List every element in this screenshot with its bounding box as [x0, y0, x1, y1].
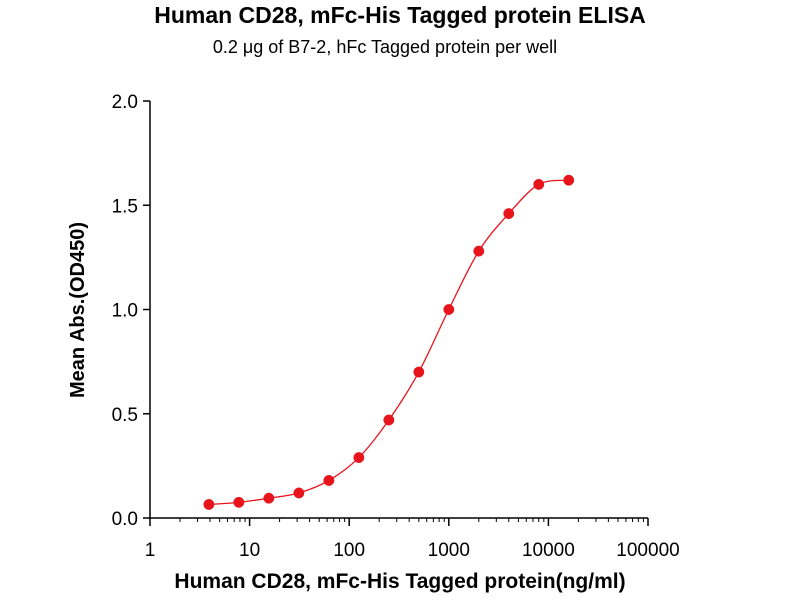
y-tick-label: 1.0	[112, 301, 138, 322]
data-point	[203, 498, 215, 510]
data-point	[503, 208, 515, 220]
data-point	[293, 487, 305, 499]
x-tick-label: 10	[239, 540, 260, 561]
y-tick-label: 0.0	[112, 509, 138, 530]
data-point	[563, 174, 575, 186]
y-tick-label: 2.0	[112, 92, 138, 113]
data-point	[473, 245, 485, 257]
data-point	[413, 366, 425, 378]
data-points	[203, 174, 575, 510]
y-tick-label: 1.5	[112, 196, 138, 217]
x-tick-label: 1000	[428, 540, 470, 561]
data-point	[443, 304, 455, 315]
data-point	[233, 496, 245, 508]
chart-subtitle: 0.2 μg of B7-2, hFc Tagged protein per w…	[212, 37, 558, 57]
y-axis-label: Mean Abs.(OD450)	[67, 222, 89, 398]
fit-curve	[208, 179, 569, 506]
y-ticks: 0.0 0.5 1.0 1.5 2.0	[112, 92, 150, 530]
data-point	[383, 414, 395, 426]
data-point	[533, 178, 545, 190]
x-tick-label: 100000	[616, 540, 679, 561]
x-axis-label: Human CD28, mFc-His Tagged protein(ng/ml…	[174, 570, 626, 593]
x-tick-label: 10000	[522, 540, 575, 561]
x-ticks: 1 10 100 1000 10000 100000	[145, 518, 680, 561]
y-tick-label: 0.5	[112, 405, 138, 426]
data-point	[353, 452, 365, 463]
chart-title: Human CD28, mFc-His Tagged protein ELISA	[154, 2, 646, 28]
data-point	[263, 492, 275, 504]
x-tick-label: 1	[145, 540, 156, 561]
data-point	[323, 475, 335, 486]
x-tick-label: 100	[333, 540, 365, 561]
